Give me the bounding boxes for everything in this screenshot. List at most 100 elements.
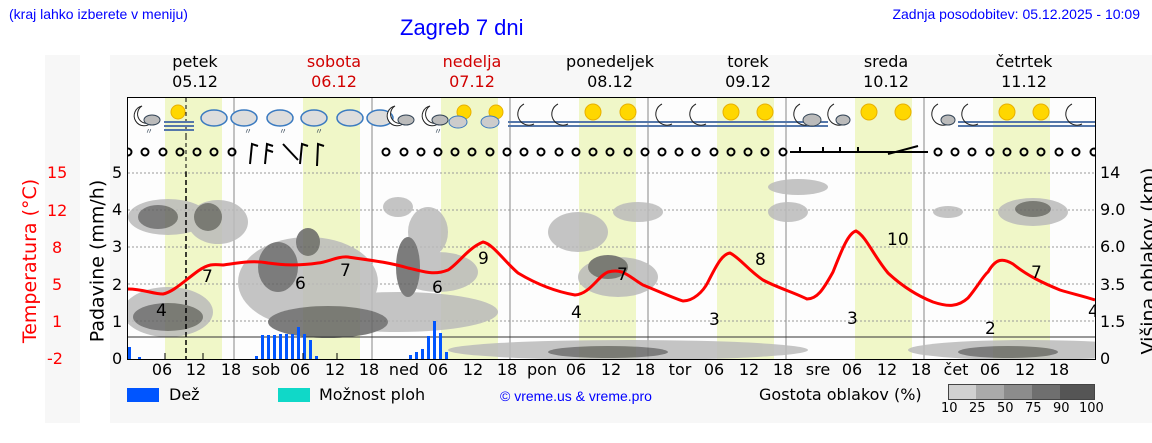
- svg-text:8: 8: [755, 250, 766, 270]
- x-tick: 06: [703, 360, 725, 379]
- temperature-line: [128, 229, 1095, 307]
- rain-legend-label: Dež: [169, 385, 200, 404]
- moon-icon: [517, 103, 1083, 126]
- cloud-tick: 3.5: [1100, 275, 1126, 294]
- temp-tick: 12: [47, 201, 68, 220]
- wind-barbs: [249, 142, 928, 167]
- temp-tick: 8: [52, 238, 63, 257]
- svg-text:〃: 〃: [244, 127, 252, 136]
- x-tick: 18: [634, 360, 656, 379]
- day-name: ponedeljek: [566, 52, 654, 71]
- svg-text:〃: 〃: [145, 127, 153, 136]
- cloud-tick: 0: [1100, 349, 1111, 368]
- x-tick-marks: [164, 353, 338, 359]
- svg-text:6: 6: [432, 278, 443, 298]
- x-tick: 06: [151, 360, 173, 379]
- cloud-icon: [200, 109, 394, 127]
- x-tick: 12: [600, 360, 622, 379]
- x-tick: sob: [251, 360, 281, 379]
- forecast-chart: 4 7 6 7 6 9 4 7 3 8 3 10 2 7 4: [128, 172, 1095, 359]
- sun-icon: [584, 103, 1050, 121]
- region-hint: (kraj lahko izberete v meniju): [9, 6, 188, 22]
- day-date: 09.12: [725, 72, 771, 91]
- cloud-density-legend-label: Gostota oblakov (%): [759, 385, 922, 404]
- svg-text:〃: 〃: [279, 127, 287, 136]
- svg-text:7: 7: [340, 261, 351, 281]
- cloud-tick: 6.0: [1100, 237, 1126, 256]
- x-tick: čet: [943, 360, 969, 379]
- svg-text:3: 3: [709, 310, 720, 330]
- day-name: četrtek: [995, 52, 1053, 71]
- precip-tick: 4: [112, 200, 123, 219]
- svg-text:3: 3: [847, 309, 858, 329]
- showers-swatch: [278, 388, 310, 402]
- temperature-axis-label: Temperatura (°C): [19, 178, 42, 344]
- x-tick: tor: [668, 360, 692, 379]
- day-date: 06.12: [311, 72, 357, 91]
- x-tick: 12: [738, 360, 760, 379]
- temperature-value-labels: 4 7 6 7 6 9 4 7 3 8 3 10 2 7 4: [156, 230, 1095, 339]
- day-date: 11.12: [1001, 72, 1047, 91]
- x-tick: 18: [496, 360, 518, 379]
- precip-tick: 5: [112, 163, 123, 182]
- day-name: sreda: [863, 52, 909, 71]
- cloud-scale-label: 100: [1079, 401, 1104, 416]
- forecast-icons: 〃 〃 〃 〃 〃: [133, 103, 1095, 136]
- day-header: sobota 06.12: [274, 52, 394, 92]
- svg-text:7: 7: [1031, 263, 1042, 283]
- x-tick: 12: [876, 360, 898, 379]
- temp-tick: 5: [52, 275, 63, 294]
- showers-legend-label: Možnost ploh: [319, 385, 426, 404]
- cloud-scale-label: 50: [997, 401, 1014, 416]
- cloud-height-axis-label: Višina oblakov (km): [1137, 167, 1152, 355]
- day-name: torek: [727, 52, 769, 71]
- cloud-scale-label: 75: [1025, 401, 1042, 416]
- day-header: četrtek 11.12: [964, 52, 1084, 92]
- x-tick: ned: [388, 360, 420, 379]
- calm-circles: [123, 147, 1099, 157]
- x-tick: 06: [565, 360, 587, 379]
- svg-text:7: 7: [617, 265, 628, 285]
- x-tick: 18: [220, 360, 242, 379]
- day-date: 05.12: [172, 72, 218, 91]
- moon-cloud-icon: [386, 105, 415, 127]
- moon-cloud-rain-icon: 〃: [133, 105, 161, 136]
- svg-text:9: 9: [478, 249, 489, 269]
- last-updated: Zadnja posodobitev: 05.12.2025 - 10:09: [892, 6, 1140, 22]
- x-tick: 12: [324, 360, 346, 379]
- copyright-link[interactable]: © vreme.us & vreme.pro: [500, 388, 652, 404]
- cloud-scale-label: 90: [1053, 401, 1070, 416]
- fog-icons: [508, 121, 1095, 127]
- svg-text:〃: 〃: [315, 127, 323, 136]
- day-header: petek 05.12: [135, 52, 255, 92]
- rain-bars: [128, 321, 448, 359]
- day-date: 10.12: [863, 72, 909, 91]
- day-date: 07.12: [449, 72, 495, 91]
- moon-cloud-rain-icon: 〃: [421, 105, 449, 136]
- cloud-tick: 14: [1100, 163, 1121, 182]
- x-tick: 06: [289, 360, 311, 379]
- x-tick: 12: [462, 360, 484, 379]
- moon-cloud-icon: [793, 103, 956, 127]
- wind-symbols: [123, 136, 1099, 172]
- precip-tick: 0: [112, 349, 123, 368]
- day-name: nedelja: [442, 52, 502, 71]
- rain-swatch: [127, 388, 159, 402]
- temp-tick: 1: [52, 312, 63, 331]
- sun-cloud-icon: [448, 104, 504, 129]
- day-header: torek 09.12: [688, 52, 808, 92]
- svg-text:4: 4: [156, 301, 167, 321]
- precip-tick: 1: [112, 312, 123, 331]
- wind-row: [123, 136, 1099, 172]
- precip-tick: 2: [112, 275, 123, 294]
- x-tick: 06: [841, 360, 863, 379]
- x-tick: 06: [979, 360, 1001, 379]
- day-header: sreda 10.12: [826, 52, 946, 92]
- day-name: sobota: [306, 52, 362, 71]
- weather-icons: 〃 〃 〃 〃 〃: [133, 98, 1095, 136]
- x-tick: sre: [805, 360, 831, 379]
- svg-text:4: 4: [571, 303, 582, 323]
- svg-text:4: 4: [1088, 302, 1095, 322]
- svg-text:6: 6: [295, 274, 306, 294]
- x-tick: 12: [185, 360, 207, 379]
